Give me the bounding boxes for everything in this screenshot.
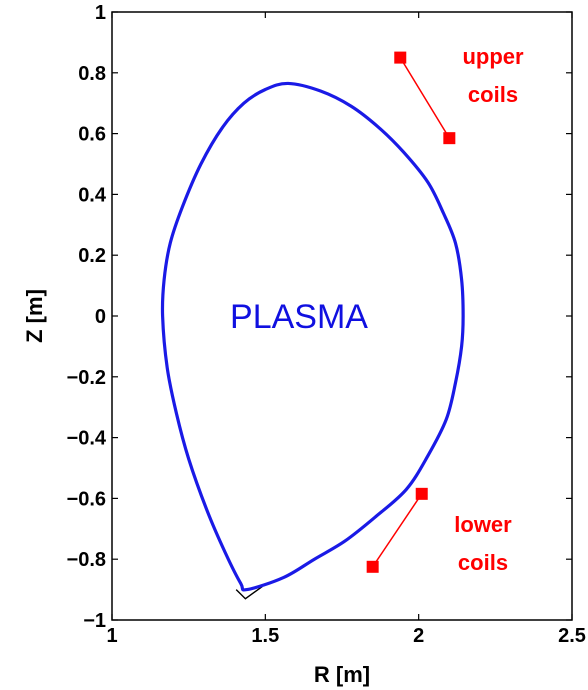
x-tick-label: 2.5 (558, 625, 586, 647)
y-tick-label: 0.8 (78, 63, 106, 85)
y-tick-label: −1 (83, 610, 106, 632)
upper-coils-connector (399, 57, 450, 139)
x-tick-label: 1.5 (251, 625, 279, 647)
y-tick-label: 0.4 (78, 184, 107, 206)
y-tick-label: 0.2 (78, 245, 106, 267)
upper-coils-label-line2: coils (468, 82, 518, 107)
upper-coil-marker-2 (443, 132, 456, 145)
upper-coils-label-line1: upper (462, 44, 524, 69)
lower-coil-marker-2 (366, 560, 379, 573)
upper-coil-marker-1 (394, 51, 407, 64)
plasma-label: PLASMA (230, 298, 368, 336)
x-axis-label: R [m] (314, 662, 370, 687)
y-tick-label: 0.6 (78, 124, 106, 146)
y-axis-label: Z [m] (22, 289, 47, 343)
y-tick-label: −0.8 (67, 549, 106, 571)
plot-background (112, 12, 572, 620)
plot-marks (160, 51, 465, 600)
lower-coils-label-line1: lower (454, 512, 512, 537)
lower-coils-connector (372, 493, 423, 568)
y-tick-label: 0 (95, 306, 106, 328)
lower-coil-marker-1 (415, 487, 428, 500)
x-tick-label: 1 (106, 625, 117, 647)
lower-coils-label-line2: coils (458, 550, 508, 575)
divertor-leg-line (235, 585, 263, 600)
x-tick-label: 2 (413, 625, 424, 647)
axis-ticks: 1 1.5 2 2.5 −1 −0.8 −0.6 −0.4 −0.2 0 0.2 0.4 0.6 0.8 1 (67, 2, 586, 647)
y-tick-label: 1 (95, 2, 106, 24)
y-tick-label: −0.6 (67, 488, 106, 510)
y-tick-label: −0.2 (67, 367, 106, 389)
plasma-boundary-line (160, 81, 465, 592)
y-tick-label: −0.4 (67, 428, 107, 450)
